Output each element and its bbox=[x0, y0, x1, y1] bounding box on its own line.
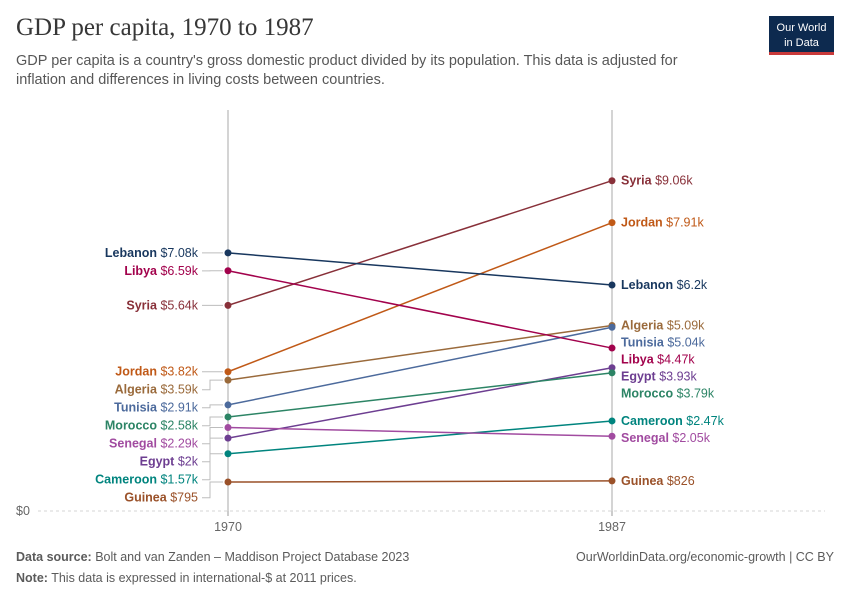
logo-line-2: in Data bbox=[784, 37, 819, 49]
point-1987-syria bbox=[608, 177, 616, 185]
owid-logo[interactable]: Our World in Data bbox=[769, 16, 834, 55]
point-1970-tunisia bbox=[224, 401, 232, 409]
series-line-algeria bbox=[227, 324, 613, 381]
credit-link[interactable]: OurWorldinData.org/economic-growth | CC … bbox=[576, 550, 834, 564]
source-text[interactable]: Bolt and van Zanden – Maddison Project D… bbox=[95, 550, 410, 564]
point-1987-jordan bbox=[608, 219, 616, 227]
point-1987-egypt bbox=[608, 364, 616, 372]
label-1987-tunisia: Tunisia $5.04k bbox=[621, 335, 706, 349]
point-1987-lebanon bbox=[608, 281, 616, 289]
leader-line-tunisia bbox=[202, 404, 223, 409]
label-1970-morocco: Morocco $2.58k bbox=[105, 419, 199, 433]
label-1970-guinea: Guinea $795 bbox=[124, 491, 198, 505]
label-1970-syria: Syria $5.64k bbox=[126, 298, 198, 312]
point-1970-morocco bbox=[224, 413, 232, 421]
label-1970-libya: Libya $6.59k bbox=[124, 264, 198, 278]
series-line-guinea bbox=[227, 480, 613, 483]
logo-line-1: Our World bbox=[776, 22, 827, 34]
label-1987-guinea: Guinea $826 bbox=[621, 474, 695, 488]
label-1987-syria: Syria $9.06k bbox=[621, 174, 693, 188]
point-1987-tunisia bbox=[608, 323, 616, 331]
label-1970-tunisia: Tunisia $2.91k bbox=[114, 401, 199, 415]
label-1970-senegal: Senegal $2.29k bbox=[109, 437, 199, 451]
leader-line-morocco bbox=[202, 416, 223, 427]
point-1987-senegal bbox=[608, 432, 616, 440]
point-1970-cameroon bbox=[224, 450, 232, 458]
point-1970-senegal bbox=[224, 424, 232, 432]
label-1970-jordan: Jordan $3.82k bbox=[115, 365, 198, 379]
chart-subtitle: GDP per capita is a country's gross dome… bbox=[16, 53, 678, 88]
note-line: Note: This data is expressed in internat… bbox=[16, 571, 357, 585]
x-tick-label-1987: 1987 bbox=[598, 520, 626, 534]
series-line-morocco bbox=[227, 372, 613, 418]
series-line-lebanon bbox=[227, 252, 613, 286]
point-1970-algeria bbox=[224, 376, 232, 384]
point-1970-jordan bbox=[224, 368, 232, 376]
label-1987-senegal: Senegal $2.05k bbox=[621, 431, 711, 445]
label-1970-lebanon: Lebanon $7.08k bbox=[105, 246, 199, 260]
leader-line-egypt bbox=[202, 437, 223, 463]
source-label: Data source: bbox=[16, 550, 92, 564]
point-1987-morocco bbox=[608, 369, 616, 377]
series-line-jordan bbox=[227, 221, 613, 373]
label-1987-libya: Libya $4.47k bbox=[621, 352, 695, 366]
series-line-syria bbox=[227, 180, 613, 307]
source-line: Data source: Bolt and van Zanden – Maddi… bbox=[16, 550, 409, 564]
series-line-egypt bbox=[227, 366, 613, 439]
label-1987-cameroon: Cameroon $2.47k bbox=[621, 414, 725, 428]
series-line-cameroon bbox=[227, 420, 613, 455]
label-1970-cameroon: Cameroon $1.57k bbox=[95, 473, 199, 487]
note-text: This data is expressed in international-… bbox=[51, 571, 357, 585]
point-1970-syria bbox=[224, 301, 232, 309]
label-1987-lebanon: Lebanon $6.2k bbox=[621, 278, 708, 292]
label-1987-egypt: Egypt $3.93k bbox=[621, 369, 697, 383]
point-1987-cameroon bbox=[608, 417, 616, 425]
point-1970-egypt bbox=[224, 434, 232, 442]
leader-line-algeria bbox=[202, 379, 223, 391]
leader-line-cameroon bbox=[202, 453, 223, 481]
label-1987-jordan: Jordan $7.91k bbox=[621, 216, 704, 230]
label-1987-algeria: Algeria $5.09k bbox=[621, 318, 705, 332]
series-line-tunisia bbox=[227, 326, 613, 406]
point-1987-guinea bbox=[608, 477, 616, 485]
series-line-senegal bbox=[227, 426, 613, 438]
leader-line-senegal bbox=[202, 427, 223, 445]
y-tick-label: $0 bbox=[16, 504, 30, 518]
point-1970-guinea bbox=[224, 478, 232, 486]
label-1970-algeria: Algeria $3.59k bbox=[115, 383, 199, 397]
series-line-libya bbox=[227, 270, 613, 349]
point-1970-lebanon bbox=[224, 249, 232, 257]
label-1970-egypt: Egypt $2k bbox=[140, 455, 199, 469]
x-tick-label-1970: 1970 bbox=[214, 520, 242, 534]
leader-line-guinea bbox=[202, 481, 223, 499]
point-1970-libya bbox=[224, 267, 232, 275]
chart-title: GDP per capita, 1970 to 1987 bbox=[16, 14, 314, 41]
note-label: Note: bbox=[16, 571, 48, 585]
point-1987-libya bbox=[608, 344, 616, 352]
label-1987-morocco: Morocco $3.79k bbox=[621, 386, 715, 400]
